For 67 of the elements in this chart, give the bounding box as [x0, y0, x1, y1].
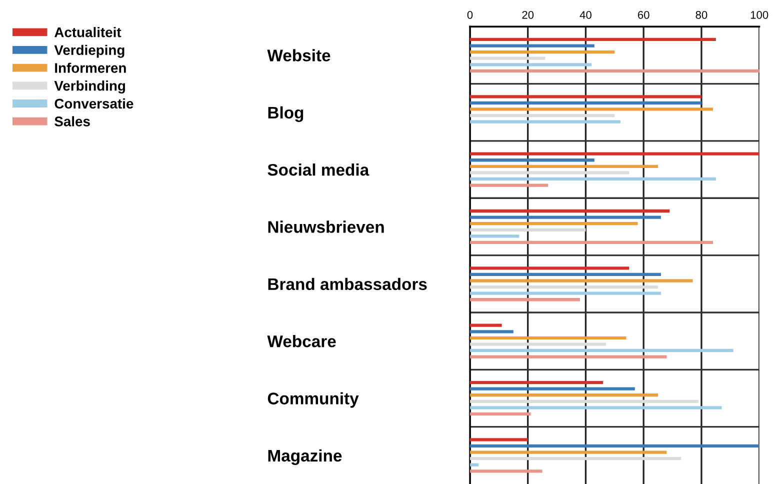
legend-label: Sales [54, 116, 90, 126]
bar [470, 380, 604, 384]
bar [470, 450, 667, 454]
bar [470, 108, 714, 111]
y-tick-label: Community [268, 392, 359, 408]
bar [470, 95, 702, 98]
bar [470, 348, 734, 352]
legend-label: Conversatie [54, 98, 134, 109]
bar [470, 412, 531, 416]
y-tick-label: Blog [268, 106, 304, 122]
bar [470, 38, 716, 42]
bar [470, 234, 520, 238]
bar [470, 266, 630, 270]
bar [470, 394, 658, 397]
bar [470, 120, 620, 124]
bar [470, 171, 630, 174]
bar [470, 470, 542, 473]
legend-label: Informeren [55, 62, 126, 73]
bar [470, 330, 514, 334]
bar [470, 292, 661, 295]
bar [470, 342, 606, 346]
bar [470, 216, 661, 219]
y-tick-label: Webcare [267, 335, 336, 348]
bar [470, 456, 682, 460]
bar [470, 387, 635, 390]
bar [470, 400, 699, 403]
bar [470, 44, 594, 48]
bar [470, 298, 580, 302]
bar [470, 438, 528, 442]
bar [470, 101, 702, 105]
bar [470, 209, 670, 213]
bar [470, 69, 760, 72]
x-tick-label: 20 [522, 11, 534, 19]
bar [470, 444, 760, 448]
bar [470, 463, 479, 466]
legend-label: Verdieping [54, 44, 124, 58]
bar [470, 177, 716, 181]
bar [470, 228, 586, 232]
legend-label: Verbinding [54, 80, 126, 94]
x-tick-label: 100 [750, 11, 768, 19]
bar [470, 324, 502, 327]
bar [470, 164, 658, 168]
bar [470, 406, 722, 410]
bar [470, 114, 615, 118]
bar [470, 272, 661, 276]
bar [470, 240, 714, 244]
bar [470, 158, 594, 162]
x-tick-label: 60 [638, 11, 650, 19]
legend-label: Actualiteit [54, 27, 122, 38]
x-tick-label: 80 [696, 11, 708, 19]
bar [470, 355, 667, 358]
x-tick-label: 0 [467, 11, 473, 19]
y-tick-label: Website [267, 49, 330, 62]
bar [470, 184, 548, 187]
y-tick-label: Social media [268, 164, 370, 176]
bar [470, 50, 615, 54]
x-tick-label: 40 [580, 11, 592, 19]
y-tick-label: Nieuwsbrieven [268, 220, 384, 233]
bar [470, 56, 546, 60]
bar [470, 222, 638, 226]
bar [470, 63, 592, 66]
y-tick-label: Brand ambassadors [268, 278, 427, 290]
y-tick-label: Magazine [268, 449, 342, 465]
bar [470, 285, 658, 289]
bar [470, 152, 760, 156]
bar [470, 279, 693, 282]
bar [470, 336, 626, 340]
